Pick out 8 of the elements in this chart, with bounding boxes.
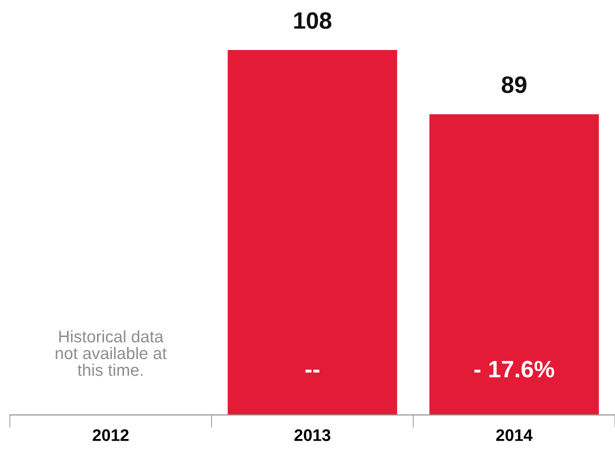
data-label: 89 — [502, 76, 526, 94]
annotation: -- — [305, 370, 320, 373]
annotation: Historical data not available at this time. — [56, 330, 167, 376]
x-tick-label: 2013 — [294, 429, 330, 442]
x-tick-label: 2012 — [92, 429, 129, 442]
annotation: - 17.6% — [474, 360, 554, 378]
x-tick-label: 2014 — [496, 429, 533, 442]
data-label: 108 — [294, 12, 332, 29]
